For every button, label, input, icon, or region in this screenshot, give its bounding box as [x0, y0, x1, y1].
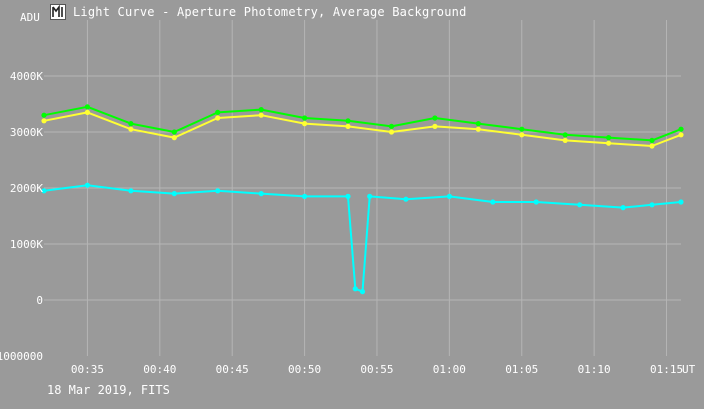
data-point — [258, 112, 264, 118]
data-point — [562, 132, 568, 138]
x-tick-label: 00:35 — [71, 363, 104, 376]
data-point — [649, 143, 655, 149]
data-point — [128, 126, 134, 132]
data-point — [432, 123, 438, 129]
data-point — [345, 123, 351, 129]
window-title: Light Curve - Aperture Photometry, Avera… — [73, 5, 467, 19]
data-point — [432, 115, 438, 121]
data-point — [215, 109, 221, 115]
data-point — [215, 188, 221, 194]
x-tick-label: 01:15 — [650, 363, 683, 376]
x-tick-label: 01:10 — [578, 363, 611, 376]
data-point — [678, 132, 684, 138]
data-point — [215, 115, 221, 121]
data-point — [620, 205, 626, 211]
data-point — [403, 196, 409, 202]
data-point — [475, 121, 481, 127]
data-point — [388, 123, 395, 129]
series-line — [43, 105, 682, 142]
data-point — [519, 132, 525, 138]
data-point — [678, 126, 684, 132]
y-tick-label: 2000K — [10, 182, 43, 195]
x-tick-label: 00:40 — [143, 363, 176, 376]
data-point — [345, 193, 351, 199]
data-point — [649, 137, 655, 143]
data-point — [128, 188, 134, 194]
y-tick-label: 4000K — [10, 70, 43, 83]
data-point — [41, 118, 47, 124]
series-2 — [41, 104, 684, 143]
data-point — [490, 199, 496, 205]
data-point — [41, 188, 47, 194]
data-point — [475, 126, 481, 132]
footer-date-source: 18 Mar 2019, FITS — [47, 383, 170, 397]
data-point — [171, 135, 177, 141]
series-line — [43, 111, 682, 147]
data-point — [128, 121, 134, 127]
x-axis-label: UT — [682, 363, 696, 376]
data-point — [84, 109, 90, 115]
data-point — [577, 202, 583, 208]
y-tick-label: 3000K — [10, 126, 43, 139]
data-point — [519, 126, 525, 132]
grid — [44, 20, 681, 356]
series-1 — [41, 109, 684, 149]
data-point — [171, 191, 177, 197]
y-tick-label: 0 — [36, 294, 43, 307]
data-point — [562, 137, 568, 143]
data-point — [533, 199, 539, 205]
data-point — [84, 104, 90, 110]
data-point — [388, 129, 395, 135]
title-bar: Light Curve - Aperture Photometry, Avera… — [50, 3, 467, 21]
data-series — [41, 104, 684, 295]
y-tick-label: 1000K — [10, 238, 43, 251]
x-tick-label: 00:50 — [288, 363, 321, 376]
data-point — [359, 289, 366, 295]
data-point — [171, 129, 177, 135]
data-point — [678, 199, 684, 205]
light-curve-app-icon[interactable] — [50, 4, 66, 20]
x-tick-label: 01:00 — [433, 363, 466, 376]
data-point — [302, 115, 308, 121]
data-point — [345, 118, 351, 124]
y-tick-label: -1000000 — [0, 350, 43, 363]
y-axis-label: ADU — [20, 11, 40, 24]
data-point — [606, 135, 612, 141]
data-point — [258, 107, 264, 113]
data-point — [41, 112, 47, 118]
series-3 — [41, 182, 684, 295]
data-point — [367, 193, 373, 199]
data-point — [84, 182, 90, 188]
data-point — [606, 140, 612, 146]
data-point — [649, 202, 655, 208]
data-point — [446, 193, 452, 199]
data-point — [302, 193, 308, 199]
x-tick-label: 01:05 — [505, 363, 538, 376]
axes: 4000K 3000K 2000K 1000K 0 -1000000 00:35 00:40 0… — [0, 11, 696, 376]
x-tick-label: 00:55 — [360, 363, 393, 376]
data-point — [258, 191, 264, 197]
data-point — [302, 121, 308, 127]
x-tick-label: 00:45 — [216, 363, 249, 376]
data-point — [352, 286, 358, 292]
series-line — [43, 184, 682, 293]
